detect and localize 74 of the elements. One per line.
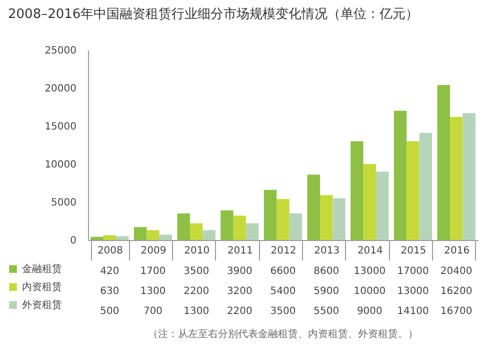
x-tick-label: 2016 [444, 246, 470, 256]
data-label: 20400 [440, 266, 472, 277]
bar [146, 230, 160, 240]
bar [419, 132, 432, 240]
data-label: 16700 [440, 306, 472, 317]
x-tick-label: 2012 [270, 246, 296, 256]
data-label: 5900 [314, 286, 340, 297]
data-label: 3200 [226, 286, 252, 297]
bar [289, 213, 302, 240]
y-tick-label: 5000 [51, 198, 76, 208]
data-label: 13000 [354, 266, 386, 277]
data-label: 700 [143, 306, 163, 317]
data-label: 5500 [314, 306, 340, 317]
bar [190, 223, 203, 240]
y-tick-label: 25000 [44, 46, 76, 56]
bar [462, 113, 476, 240]
data-label: 14100 [397, 306, 429, 317]
x-tick-label: 2015 [400, 246, 426, 256]
bar [307, 174, 320, 240]
data-label: 5400 [270, 286, 296, 297]
data-label: 9000 [356, 306, 382, 317]
bar [103, 235, 116, 240]
bar [363, 164, 376, 240]
data-label: 8600 [314, 266, 340, 277]
data-label: 2200 [226, 306, 252, 317]
text: （注：从左至右分别代表金融租赁、内资租赁、外资租赁。） [148, 328, 418, 340]
data-label: 10000 [354, 286, 386, 297]
bar [220, 210, 234, 240]
x-tick-label: 2013 [314, 246, 340, 256]
y-tick-label: 15000 [44, 122, 76, 132]
y-tick-label: 10000 [44, 160, 76, 170]
data-label: 420 [100, 266, 120, 277]
x-tick-label: 2011 [227, 246, 253, 256]
bar [394, 110, 407, 240]
data-label: 630 [100, 286, 120, 297]
bar [406, 141, 420, 240]
legend-label: 外资租赁 [22, 299, 62, 311]
bar [320, 195, 333, 240]
y-tick-label: 0 [70, 236, 76, 246]
data-label: 13000 [397, 286, 429, 297]
bar [376, 172, 389, 240]
data-label: 3900 [226, 266, 252, 277]
data-label: 500 [100, 306, 120, 317]
data-label: 2200 [184, 286, 210, 297]
bar [437, 84, 450, 240]
bar [350, 141, 364, 240]
data-label: 3500 [270, 306, 296, 317]
bar [177, 213, 190, 240]
bar [159, 234, 172, 240]
legend-label: 内资租赁 [22, 281, 62, 293]
chart-title: 2008–2016年中国融资租赁行业细分市场规模变化情况（单位：亿元） [8, 7, 419, 22]
bar [233, 216, 246, 240]
bar [134, 227, 147, 240]
x-tick-label: 2008 [97, 246, 123, 256]
data-label: 6600 [270, 266, 296, 277]
bar [450, 116, 463, 240]
legend-label: 金融租赁 [22, 263, 62, 275]
data-label: 1700 [140, 266, 166, 277]
bar [276, 198, 290, 240]
data-label: 16200 [440, 286, 472, 297]
data-label: 1300 [140, 286, 166, 297]
bar [116, 236, 129, 240]
data-label: 3500 [184, 266, 210, 277]
data-label: 1300 [184, 306, 210, 317]
y-tick-label: 20000 [44, 84, 76, 94]
bar [264, 190, 277, 240]
data-label: 17000 [397, 266, 429, 277]
bar [246, 223, 259, 240]
x-tick-label: 2014 [357, 246, 383, 256]
bar [90, 236, 104, 240]
bar [332, 198, 346, 240]
x-tick-label: 2010 [184, 246, 210, 256]
bar [202, 230, 216, 240]
x-tick-label: 2009 [140, 246, 166, 256]
